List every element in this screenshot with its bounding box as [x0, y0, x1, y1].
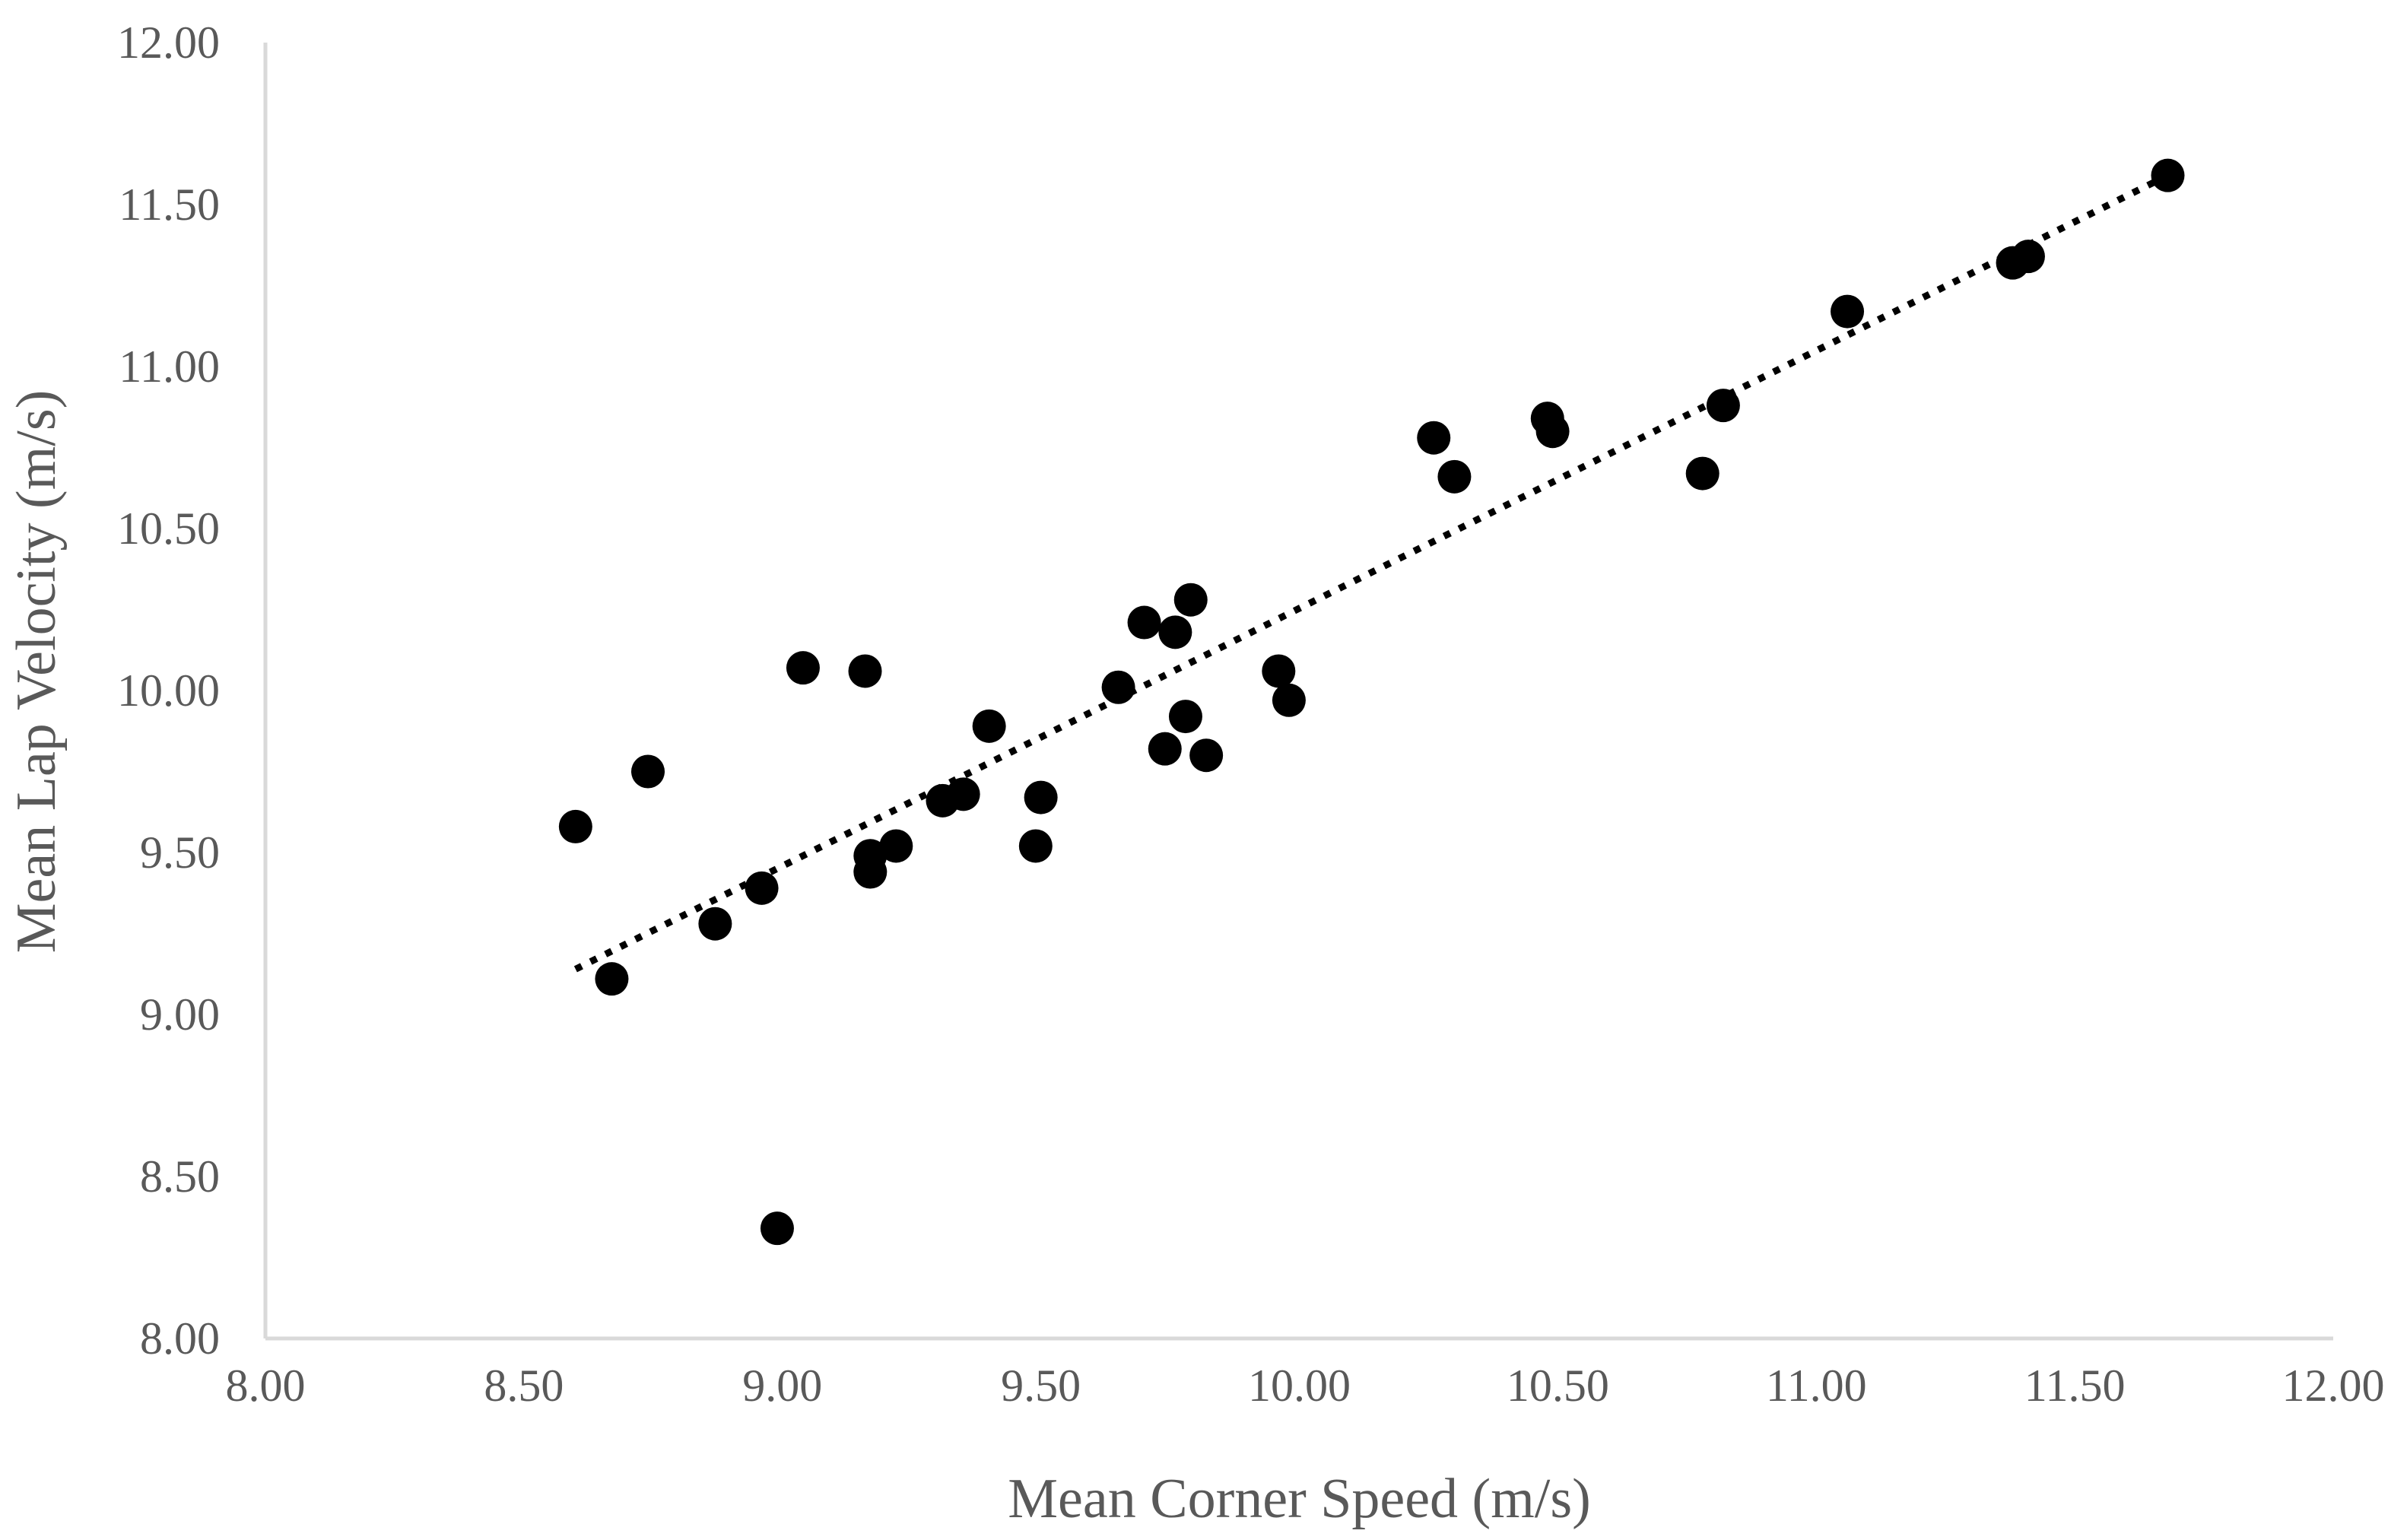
data-point [786, 651, 820, 685]
data-point [1018, 829, 1053, 863]
y-tick-label: 9.50 [140, 827, 220, 878]
data-point [848, 654, 882, 688]
data-point [2151, 158, 2185, 192]
y-tick-labels: 8.00 8.50 9.00 9.50 10.00 10.50 11.00 11.50 12.0… [117, 17, 220, 1364]
data-point [2011, 240, 2045, 274]
data-point [631, 754, 665, 789]
y-tick-label: 8.50 [140, 1151, 220, 1202]
data-point [558, 809, 592, 843]
data-point [1024, 780, 1058, 814]
data-point [879, 829, 913, 863]
data-points [558, 158, 2185, 1246]
data-point [760, 1211, 794, 1246]
x-tick-label: 12.00 [2282, 1361, 2385, 1411]
y-tick-label: 9.00 [140, 989, 220, 1040]
data-point [1706, 389, 1740, 423]
data-point [595, 962, 629, 996]
data-point [1831, 294, 1865, 329]
y-tick-label: 10.50 [117, 503, 220, 554]
data-point [1437, 459, 1472, 494]
data-point [1685, 456, 1720, 491]
x-tick-label: 10.00 [1248, 1361, 1351, 1411]
data-point [1272, 683, 1306, 717]
data-point [1535, 414, 1570, 449]
data-point [1417, 421, 1451, 455]
data-point [1262, 654, 1296, 688]
trendline [573, 172, 2170, 973]
x-axis-title: Mean Corner Speed (m/s) [1008, 1468, 1591, 1530]
x-tick-labels: 8.00 8.50 9.00 9.50 10.00 10.50 11.00 11.50 12.0… [226, 1361, 2385, 1411]
data-point [972, 709, 1006, 743]
y-tick-label: 10.00 [117, 665, 220, 716]
data-point [946, 777, 980, 811]
data-point [1168, 700, 1202, 734]
x-tick-label: 8.00 [226, 1361, 306, 1411]
x-tick-label: 9.50 [1001, 1361, 1081, 1411]
data-point [1158, 615, 1192, 649]
data-point [1189, 738, 1224, 773]
y-tick-label: 11.50 [119, 179, 220, 230]
data-point [745, 871, 779, 905]
x-tick-label: 11.50 [2024, 1361, 2126, 1411]
y-tick-label: 12.00 [117, 17, 220, 68]
data-point [1173, 583, 1208, 617]
y-axis-title: Mean Lap Velocity (m/s) [5, 390, 68, 954]
x-tick-label: 9.00 [742, 1361, 822, 1411]
data-point [853, 855, 888, 889]
x-tick-label: 8.50 [484, 1361, 564, 1411]
y-tick-label: 11.00 [119, 341, 220, 392]
x-tick-label: 10.50 [1507, 1361, 1609, 1411]
y-tick-label: 8.00 [140, 1313, 220, 1364]
data-point [1101, 670, 1135, 704]
data-point [1148, 732, 1182, 766]
data-point [698, 907, 732, 941]
x-tick-label: 11.00 [1766, 1361, 1867, 1411]
data-point [1127, 605, 1161, 640]
